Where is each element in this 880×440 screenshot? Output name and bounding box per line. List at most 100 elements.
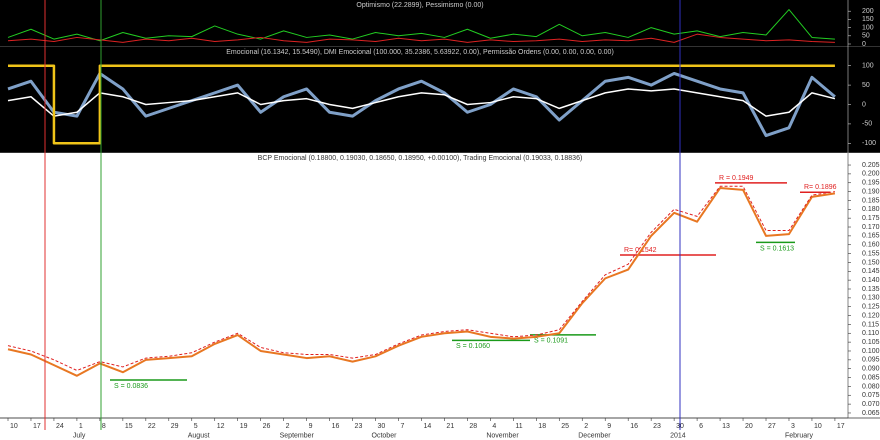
y-tick-label: 100 xyxy=(862,24,874,31)
month-label: July xyxy=(73,432,86,439)
x-tick-label: 9 xyxy=(607,423,611,430)
series-line xyxy=(7,185,835,371)
y-tick-label: 0.095 xyxy=(862,357,880,364)
x-tick-label: 28 xyxy=(469,423,477,430)
x-tick-label: 23 xyxy=(653,423,661,430)
series-line xyxy=(7,187,836,377)
panel-background xyxy=(0,153,880,418)
y-tick-label: 0.205 xyxy=(862,162,880,169)
x-tick-label: 17 xyxy=(33,423,41,430)
y-tick-label: 0.135 xyxy=(862,286,880,293)
x-tick-label: 4 xyxy=(492,423,496,430)
y-tick-label: 0.200 xyxy=(862,171,880,178)
x-tick-label: 15 xyxy=(125,423,133,430)
y-tick-label: 0.165 xyxy=(862,233,880,240)
x-tick-label: 19 xyxy=(240,423,248,430)
x-tick-label: 29 xyxy=(171,423,179,430)
x-tick-label: 20 xyxy=(745,423,753,430)
level-label: S = 0.1091 xyxy=(534,338,568,345)
month-label: August xyxy=(188,432,210,439)
y-tick-label: 0.190 xyxy=(862,188,880,195)
y-tick-label: 0.160 xyxy=(862,242,880,249)
y-tick-label: 200 xyxy=(862,8,874,15)
y-tick-label: 0.155 xyxy=(862,250,880,257)
y-tick-label: 0.090 xyxy=(862,366,880,373)
x-tick-label: 30 xyxy=(378,423,386,430)
series-line xyxy=(7,88,836,117)
level-label: S = 0.0836 xyxy=(114,383,148,390)
y-tick-label: 0.110 xyxy=(862,330,879,337)
y-tick-label: 0.180 xyxy=(862,206,880,213)
x-tick-label: 1 xyxy=(79,423,83,430)
y-tick-label: 50 xyxy=(862,82,870,89)
level-label: S = 0.1613 xyxy=(760,245,794,252)
y-tick-label: 0.170 xyxy=(862,224,880,231)
x-tick-label: 7 xyxy=(400,423,404,430)
panel-title: BCP Emocional (0.18800, 0.19030, 0.18650… xyxy=(258,155,583,162)
y-tick-label: 0.100 xyxy=(862,348,880,355)
x-tick-label: 11 xyxy=(515,423,522,430)
x-tick-label: 10 xyxy=(10,423,18,430)
x-tick-label: 5 xyxy=(194,423,198,430)
y-tick-label: 50 xyxy=(862,33,870,40)
x-tick-label: 22 xyxy=(148,423,156,430)
y-tick-label: 0.185 xyxy=(862,197,880,204)
y-tick-label: 0.175 xyxy=(862,215,880,222)
y-tick-label: 0.195 xyxy=(862,180,880,187)
y-tick-label: 0.105 xyxy=(862,339,880,346)
month-label: September xyxy=(280,432,315,439)
x-tick-label: 27 xyxy=(768,423,776,430)
x-tick-label: 6 xyxy=(699,423,703,430)
x-tick-label: 2 xyxy=(584,423,588,430)
y-tick-label: 0.070 xyxy=(862,401,880,408)
y-tick-label: -50 xyxy=(862,121,872,128)
x-tick-label: 14 xyxy=(423,423,431,430)
x-tick-label: 9 xyxy=(309,423,313,430)
y-tick-label: 0.130 xyxy=(862,295,880,302)
x-tick-label: 21 xyxy=(446,423,454,430)
y-tick-label: 0 xyxy=(862,101,866,108)
month-label: October xyxy=(372,432,398,439)
x-tick-label: 16 xyxy=(332,423,340,430)
level-label: R= 0.1896 xyxy=(804,184,837,191)
y-tick-label: 0 xyxy=(862,41,866,48)
x-tick-label: 2 xyxy=(286,423,290,430)
y-tick-label: 0.065 xyxy=(862,410,880,417)
x-tick-label: 8 xyxy=(102,423,106,430)
x-tick-label: 17 xyxy=(837,423,845,430)
y-tick-label: 150 xyxy=(862,16,874,23)
y-tick-label: 0.115 xyxy=(862,321,879,328)
series-line xyxy=(7,71,836,138)
x-tick-label: 3 xyxy=(791,423,795,430)
x-tick-label: 13 xyxy=(722,423,730,430)
x-tick-label: 24 xyxy=(56,423,64,430)
month-label: 2014 xyxy=(670,432,686,439)
month-label: November xyxy=(486,432,519,439)
level-label: R = 0.1949 xyxy=(719,175,754,182)
x-tick-label: 18 xyxy=(538,423,546,430)
y-tick-label: 0.140 xyxy=(862,277,880,284)
y-tick-label: 100 xyxy=(862,63,874,70)
y-tick-label: 0.150 xyxy=(862,259,880,266)
y-tick-label: 0.075 xyxy=(862,392,880,399)
y-tick-label: 0.145 xyxy=(862,268,880,275)
y-tick-label: 0.085 xyxy=(862,374,880,381)
panel-title: Optimismo (22.2899), Pessimismo (0.00) xyxy=(356,2,483,9)
series-line xyxy=(8,64,835,145)
x-tick-label: 12 xyxy=(217,423,225,430)
y-tick-label: 0.080 xyxy=(862,383,880,390)
level-label: S = 0.1060 xyxy=(456,343,490,350)
month-label: February xyxy=(785,432,814,439)
x-tick-label: 16 xyxy=(630,423,638,430)
x-tick-label: 10 xyxy=(814,423,822,430)
panel-title: Emocional (16.1342, 15.5490), DMI Emocio… xyxy=(226,49,614,56)
x-tick-label: 25 xyxy=(561,423,569,430)
x-tick-label: 23 xyxy=(355,423,363,430)
x-tick-label: 26 xyxy=(263,423,271,430)
y-tick-label: 0.125 xyxy=(862,304,880,311)
month-label: December xyxy=(578,432,611,439)
series-line xyxy=(7,9,835,42)
series-line xyxy=(7,33,835,43)
y-tick-label: -100 xyxy=(862,140,876,147)
